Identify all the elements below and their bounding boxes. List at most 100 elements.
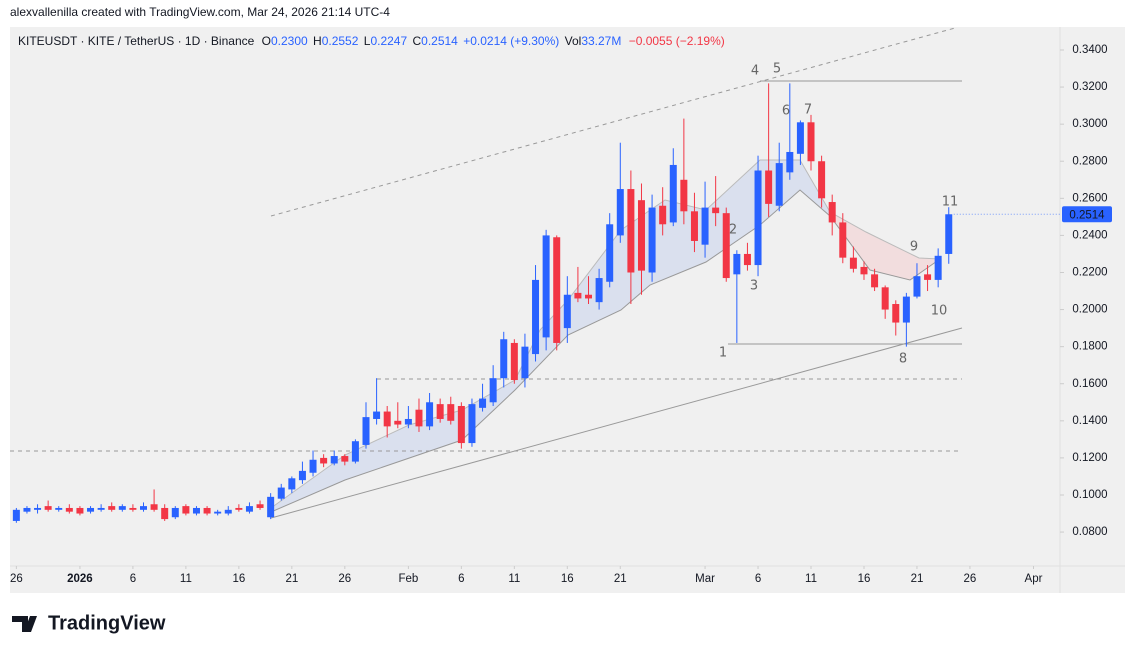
y-tick-label: 0.1200 — [1072, 452, 1107, 464]
x-tick-label: 6 — [130, 573, 136, 585]
wave-label: 4 — [751, 64, 759, 79]
candle-body — [235, 507, 243, 510]
candle-body — [351, 441, 359, 462]
y-tick-label: 0.2400 — [1072, 229, 1107, 241]
wave-label: 7 — [804, 103, 812, 118]
y-tick-label: 0.2000 — [1072, 304, 1107, 316]
y-tick-label: 0.1800 — [1072, 341, 1107, 353]
candle-body — [320, 457, 328, 464]
x-tick-label: Feb — [398, 573, 418, 585]
symbol: KITEUSDT · KITE / TetherUS · 1D · Binanc… — [18, 34, 255, 48]
candle-body — [161, 507, 169, 520]
candle-body — [55, 507, 63, 510]
candle-body — [23, 507, 31, 512]
candle-body — [722, 213, 730, 279]
candle-body — [807, 122, 815, 162]
brand: TradingView — [48, 612, 166, 634]
candle-body — [224, 509, 232, 514]
wave-label: 9 — [910, 240, 918, 255]
wave-label: 2 — [729, 223, 737, 238]
candle-body — [118, 506, 126, 510]
header: alexvallenilla created with TradingView.… — [10, 5, 390, 19]
x-tick-label: 26 — [338, 573, 351, 585]
candle-body — [606, 224, 614, 282]
candle-body — [542, 235, 550, 338]
candle-body — [786, 151, 794, 173]
candle-body — [182, 506, 190, 514]
candle-body — [192, 507, 200, 514]
candle-body — [627, 189, 635, 273]
candle-body — [510, 342, 518, 381]
trendline — [270, 327, 963, 519]
x-tick-label: 16 — [232, 573, 245, 585]
candle-body — [659, 205, 667, 225]
y-tick-label: 0.1400 — [1072, 415, 1107, 427]
candle-body — [404, 418, 412, 425]
wave-label: 8 — [899, 352, 907, 367]
y-tick-label: 0.2600 — [1072, 192, 1107, 204]
candle-body — [65, 507, 73, 512]
l-label: L — [364, 34, 371, 48]
candles — [12, 83, 953, 523]
candle-body — [362, 417, 370, 445]
candle-body — [712, 207, 720, 214]
y-tick-label: 0.3200 — [1072, 81, 1107, 93]
vol-label: Vol — [565, 34, 582, 48]
candle-body — [214, 511, 222, 514]
candle-body — [701, 207, 709, 245]
candle-body — [680, 179, 688, 212]
candle-body — [129, 507, 137, 510]
x-tick-label: 11 — [805, 573, 817, 585]
candle-body — [532, 279, 540, 355]
last-price-label: 0.2514 — [1069, 209, 1105, 221]
candle-body — [489, 378, 497, 403]
l-value: 0.2247 — [370, 34, 407, 48]
c-value: 0.2514 — [421, 34, 458, 48]
candle-body — [849, 257, 857, 269]
y-tick-label: 0.1000 — [1072, 489, 1107, 501]
candle-body — [309, 459, 317, 473]
candle-body — [871, 274, 879, 288]
candle-body — [150, 504, 158, 510]
wave-label: 1 — [719, 346, 727, 361]
candle-body — [892, 304, 900, 323]
candle-body — [87, 507, 95, 512]
candle-body — [288, 478, 296, 490]
change: +0.0214 (+9.30%) — [463, 34, 559, 48]
x-tick-label: 11 — [180, 573, 192, 585]
footer: TradingView — [12, 612, 166, 634]
candle-body — [12, 509, 20, 521]
x-tick-label: 26 — [10, 573, 23, 585]
candle-body — [500, 339, 508, 379]
candle-body — [468, 404, 476, 444]
candle-body — [585, 294, 593, 299]
x-tick-label: 21 — [285, 573, 298, 585]
vol-value: 33.27M — [581, 34, 621, 48]
candle-body — [743, 253, 751, 266]
candle-body — [76, 507, 84, 514]
x-tick-label: 26 — [964, 573, 977, 585]
candle-body — [839, 222, 847, 258]
candle-body — [733, 253, 741, 275]
candle-body — [796, 122, 804, 154]
x-tick-label: 21 — [614, 573, 627, 585]
candle-body — [256, 504, 264, 508]
x-tick-label: 6 — [458, 573, 464, 585]
candle-body — [34, 507, 42, 510]
candle-body — [616, 189, 624, 236]
candle-body — [436, 404, 444, 419]
x-tick-label: Mar — [695, 573, 715, 585]
candle-body — [203, 507, 211, 514]
ema-band-bearish — [830, 212, 940, 280]
candle-body — [828, 202, 836, 223]
candle-body — [341, 456, 349, 462]
x-tick-label: 2026 — [67, 573, 93, 585]
candle-body — [574, 292, 582, 299]
candle-body — [902, 296, 910, 323]
candle-body — [447, 404, 455, 421]
y-tick-label: 0.2800 — [1072, 155, 1107, 167]
candle-body — [245, 506, 253, 512]
candle-body — [563, 294, 571, 329]
y-tick-label: 0.2200 — [1072, 267, 1107, 279]
candle-body — [97, 507, 105, 510]
